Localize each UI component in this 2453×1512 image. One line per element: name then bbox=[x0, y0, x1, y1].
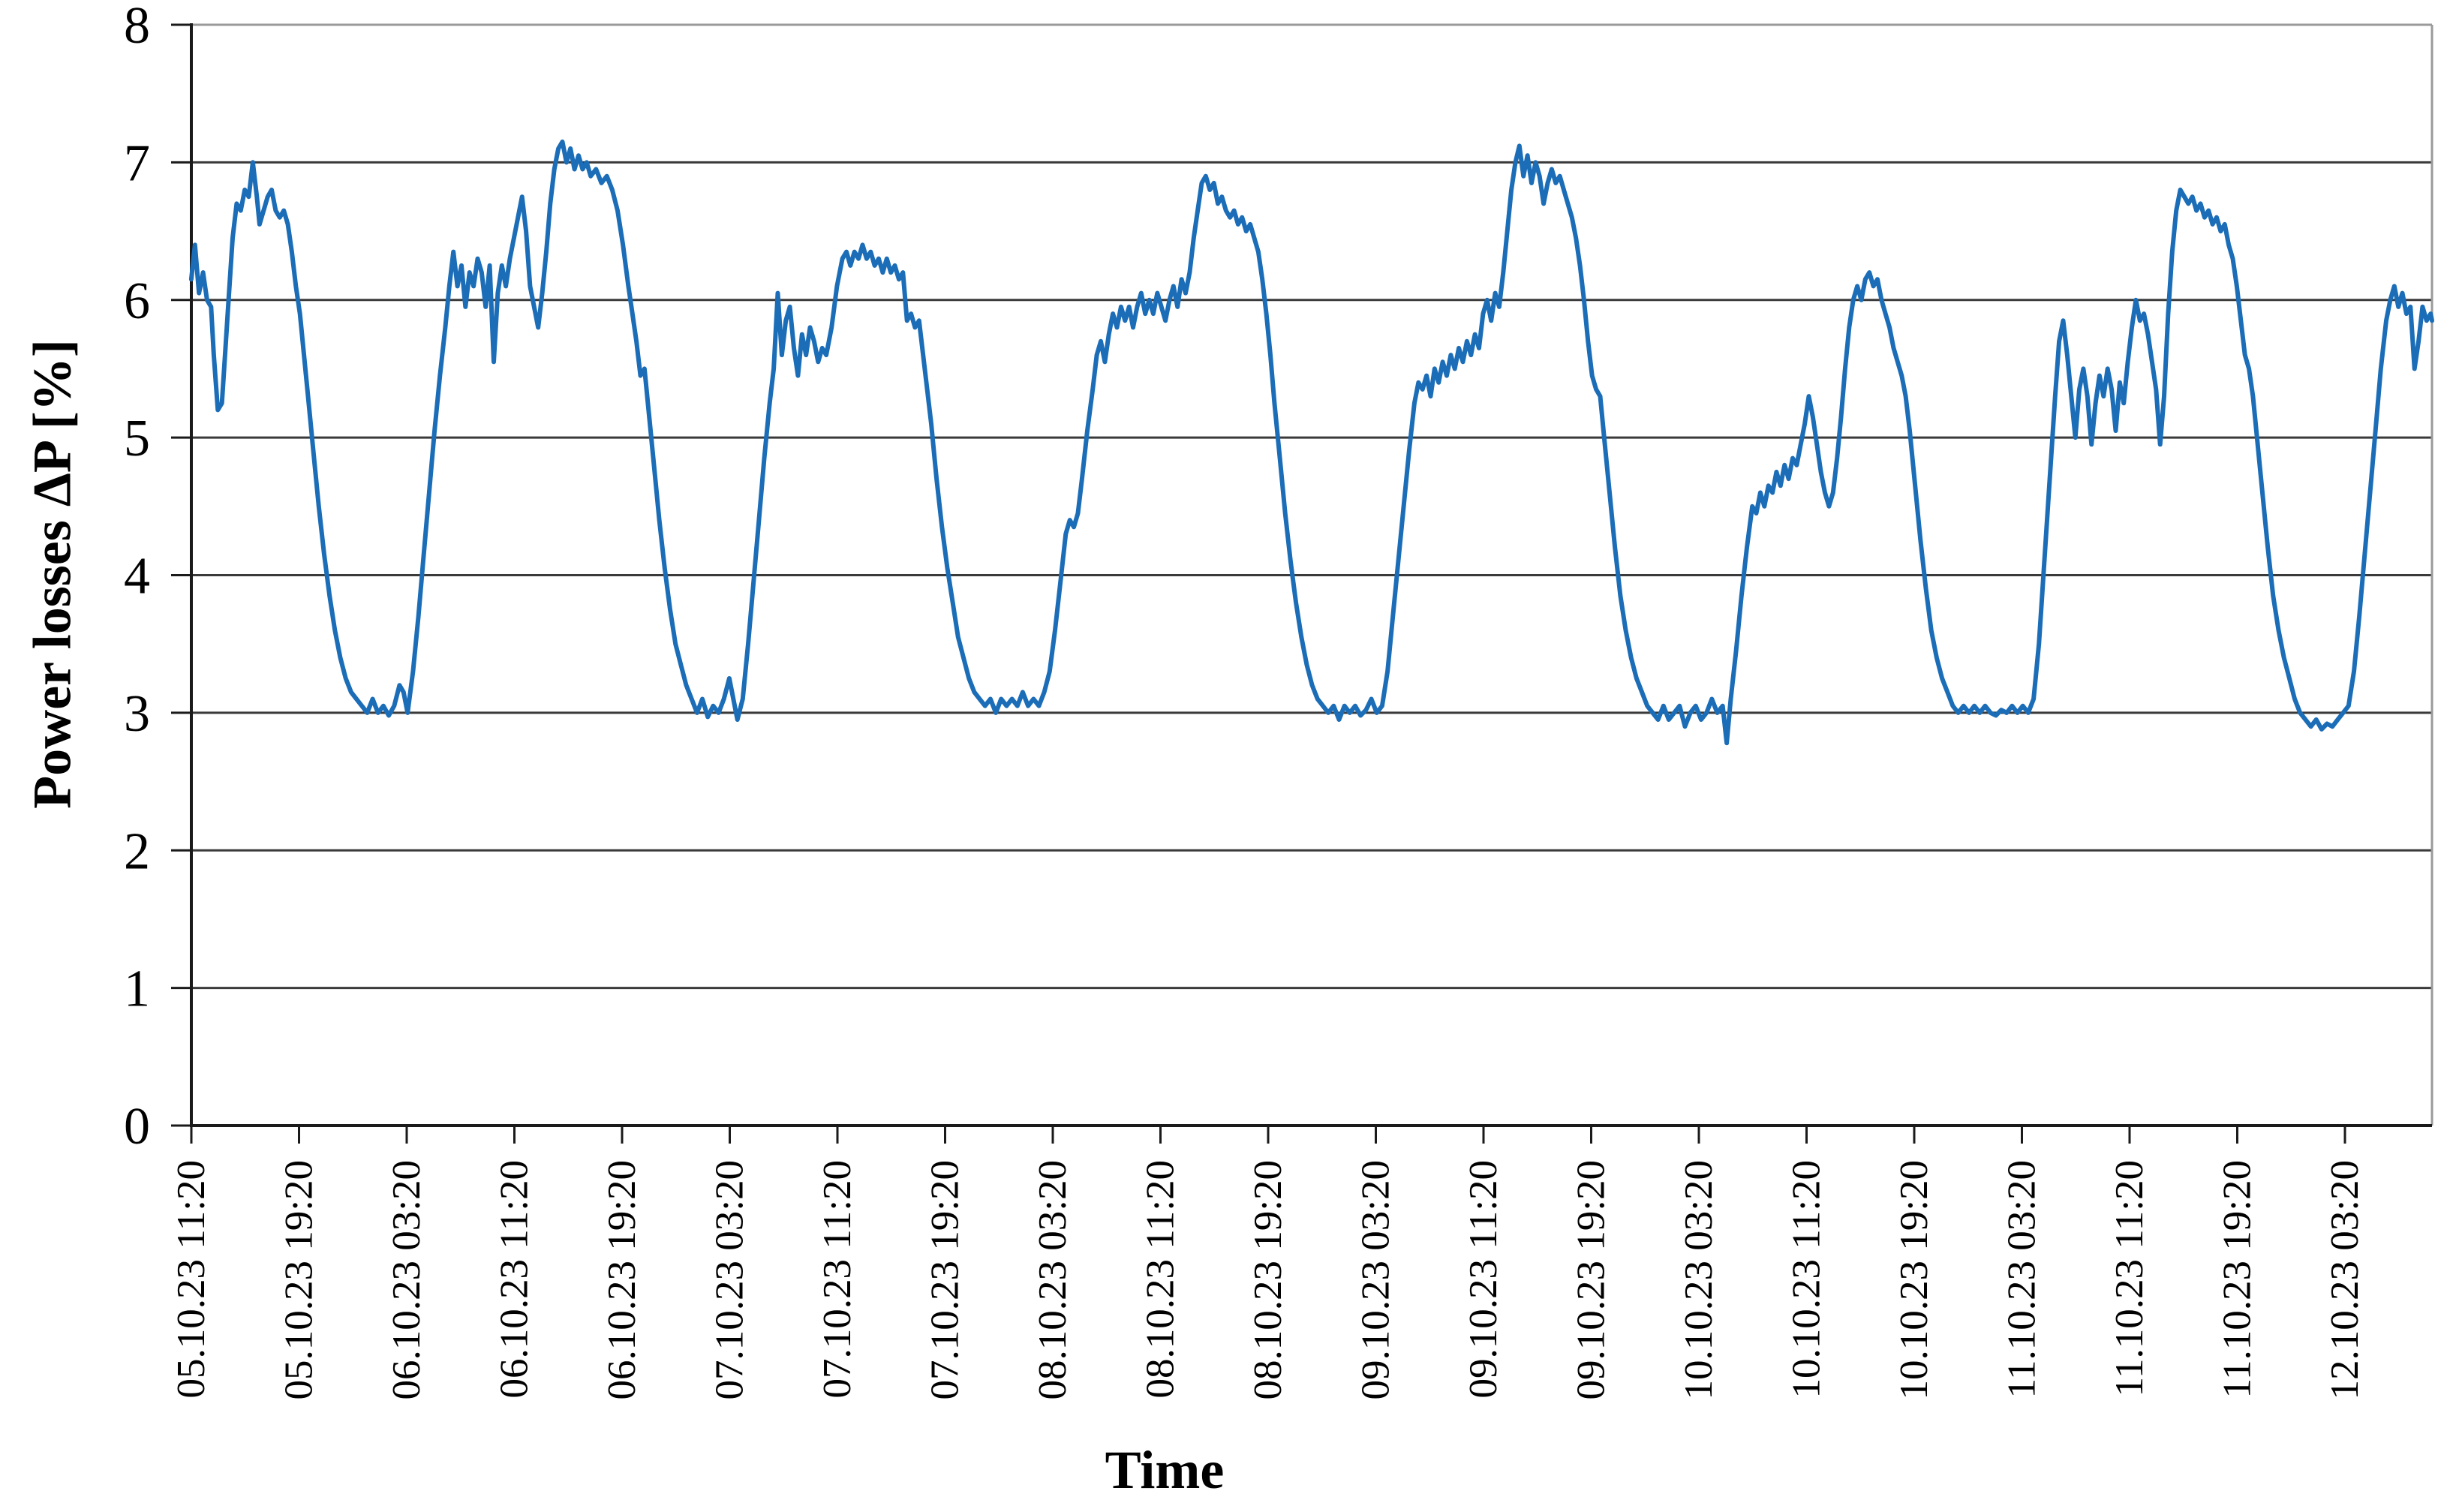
x-tick-label: 05.10.23 19:20 bbox=[277, 1160, 320, 1399]
x-tick-label: 07.10.23 11:20 bbox=[816, 1160, 859, 1399]
x-tick-label: 11.10.23 03:20 bbox=[2000, 1160, 2043, 1399]
x-tick-label: 07.10.23 03:20 bbox=[708, 1160, 751, 1399]
x-axis-title: Time bbox=[1105, 1440, 1225, 1500]
x-tick-label: 09.10.23 19:20 bbox=[1569, 1160, 1613, 1399]
x-tick-label: 08.10.23 11:20 bbox=[1138, 1160, 1182, 1399]
x-tick-label: 07.10.23 19:20 bbox=[923, 1160, 966, 1399]
x-tick-label: 06.10.23 19:20 bbox=[600, 1160, 644, 1399]
power-losses-series-line bbox=[188, 139, 2434, 746]
y-tick-label: 6 bbox=[124, 272, 150, 330]
y-tick-label: 3 bbox=[124, 685, 150, 743]
x-tick-label: 08.10.23 03:20 bbox=[1031, 1160, 1075, 1399]
y-tick-label: 0 bbox=[124, 1098, 150, 1156]
x-tick-label: 06.10.23 11:20 bbox=[492, 1160, 536, 1399]
x-tick-label: 06.10.23 03:20 bbox=[385, 1160, 428, 1399]
x-tick-label: 09.10.23 11:20 bbox=[1462, 1160, 1505, 1399]
y-tick-label: 8 bbox=[124, 0, 150, 55]
x-tick-label: 09.10.23 03:20 bbox=[1354, 1160, 1397, 1399]
x-tick-label: 10.10.23 03:20 bbox=[1677, 1160, 1721, 1399]
y-tick-label: 1 bbox=[124, 960, 150, 1018]
x-tick-label: 11.10.23 19:20 bbox=[2215, 1160, 2259, 1399]
y-tick-label: 4 bbox=[124, 548, 150, 606]
x-tick-label: 08.10.23 19:20 bbox=[1246, 1160, 1290, 1399]
x-tick-label: 05.10.23 11:20 bbox=[170, 1160, 213, 1399]
x-tick-label: 10.10.23 11:20 bbox=[1784, 1160, 1828, 1399]
y-axis-title: Power losses ΔP [%] bbox=[22, 339, 83, 809]
y-tick-label: 7 bbox=[124, 134, 150, 192]
x-tick-label: 11.10.23 11:20 bbox=[2108, 1160, 2151, 1397]
y-tick-label: 2 bbox=[124, 822, 150, 880]
x-tick-label: 10.10.23 19:20 bbox=[1892, 1160, 1936, 1399]
x-tick-label: 12.10.23 03:20 bbox=[2323, 1160, 2367, 1399]
y-tick-label: 5 bbox=[124, 410, 150, 467]
